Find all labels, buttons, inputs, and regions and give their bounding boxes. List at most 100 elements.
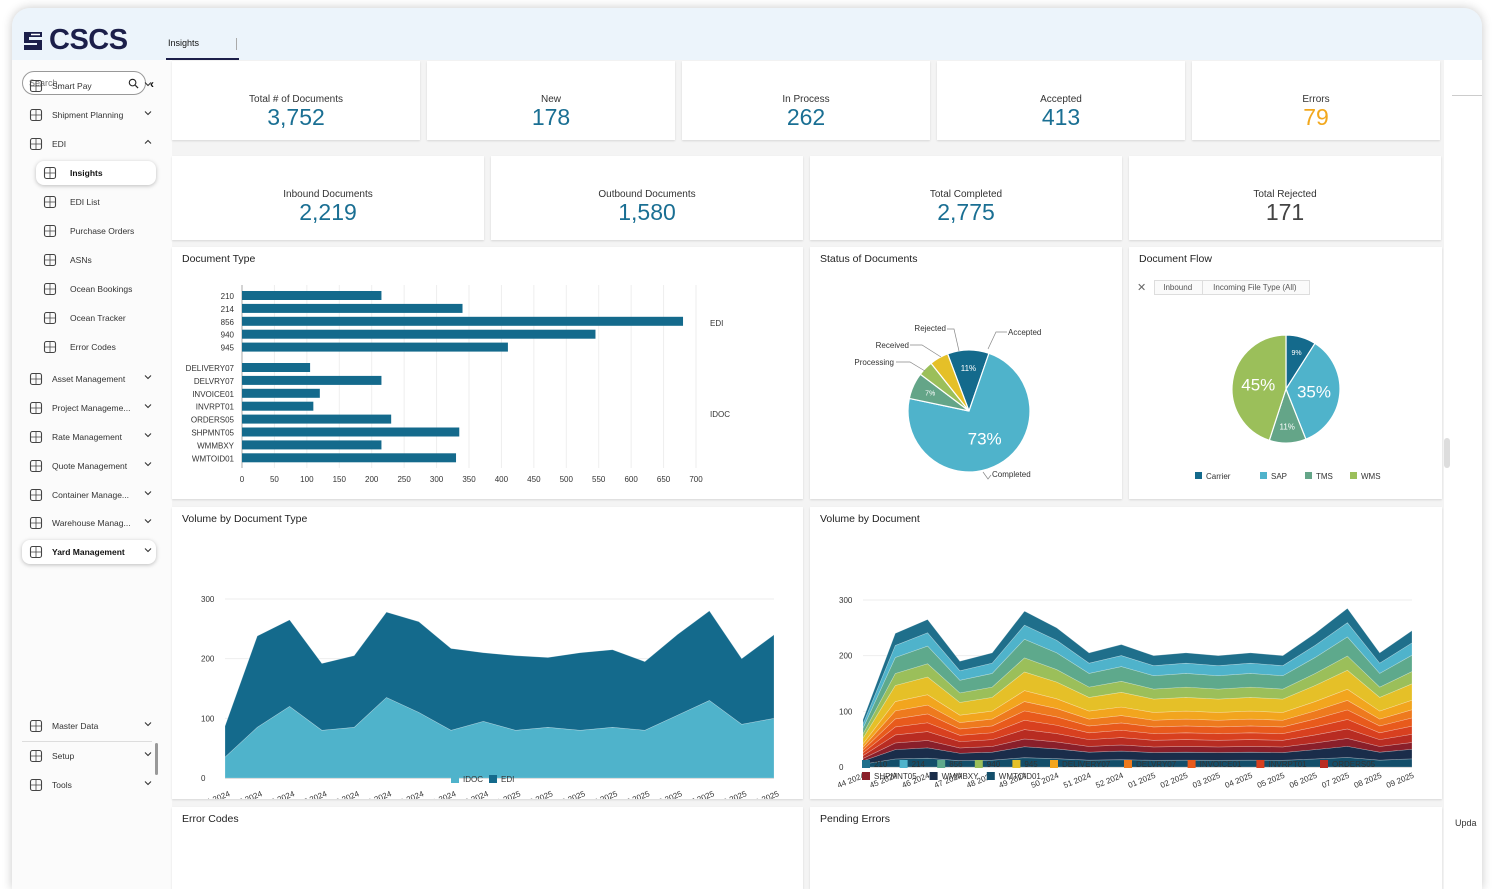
sidebar-item-shipment-planning[interactable]: Shipment Planning	[22, 103, 156, 127]
pie-slice-sap[interactable]	[1285, 342, 1341, 440]
clear-filter-icon[interactable]: ✕	[1137, 282, 1147, 294]
pie-slice-rejected[interactable]	[930, 353, 970, 412]
legend-label[interactable]: INVOICE01	[1200, 760, 1242, 769]
search-box[interactable]	[22, 71, 146, 95]
bar-wmmbxy[interactable]	[242, 440, 382, 450]
sidebar-item-purchase-orders[interactable]: Purchase Orders	[22, 219, 156, 243]
bar-delvry07[interactable]	[242, 375, 382, 385]
chevron-down-icon[interactable]	[144, 779, 152, 789]
kpi-value: 3,752	[267, 104, 325, 130]
chevron-down-icon[interactable]	[144, 80, 152, 90]
area-series-idoc[interactable]	[224, 697, 775, 779]
legend-label[interactable]: DELVRY07	[1136, 760, 1177, 769]
bar-214[interactable]	[242, 303, 463, 313]
sidebar-item-label: Warehouse Manag...	[52, 518, 131, 528]
sidebar-item-edi-list[interactable]: EDI List	[22, 190, 156, 214]
sidebar-item-smart-pay[interactable]: Smart Pay	[22, 74, 156, 98]
sidebar-item-insights[interactable]: Insights	[36, 161, 156, 185]
area-series-210[interactable]	[862, 607, 1413, 725]
chevron-down-icon[interactable]	[144, 750, 152, 760]
sidebar-scrollbar[interactable]	[155, 743, 158, 775]
sidebar-item-quote-management[interactable]: Quote Management	[22, 454, 156, 478]
bar-delivery07[interactable]	[242, 363, 311, 372]
legend-label[interactable]: 856	[949, 760, 963, 769]
legend-label[interactable]: DELIVERY07	[1062, 760, 1111, 769]
x-tick-label: 500	[560, 475, 574, 484]
legend-label[interactable]: WMMBXY	[942, 772, 980, 781]
chevron-down-icon[interactable]	[144, 517, 152, 527]
sidebar-item-yard-management[interactable]: Yard Management	[22, 540, 156, 564]
main-scrollbar[interactable]	[1444, 438, 1450, 468]
bar-210[interactable]	[242, 291, 382, 300]
sidebar-item-warehouse-manag[interactable]: Warehouse Manag...	[22, 511, 156, 535]
sidebar-item-ocean-bookings[interactable]: Ocean Bookings	[22, 277, 156, 301]
kpi-value: 413	[1041, 104, 1081, 130]
chevron-down-icon[interactable]	[144, 460, 152, 470]
sidebar-item-project-manageme[interactable]: Project Manageme...	[22, 396, 156, 420]
kpi-total-completed[interactable]: Total Completed 2,775	[810, 156, 1122, 240]
legend-label[interactable]: EDI	[501, 775, 514, 784]
sidebar-item-error-codes[interactable]: Error Codes	[22, 335, 156, 359]
legend-label[interactable]: Carrier	[1206, 472, 1231, 481]
legend-label[interactable]: SHPMNT05	[874, 772, 917, 781]
right-panel-divider	[1452, 95, 1482, 96]
sidebar-item-edi[interactable]: EDI	[22, 132, 156, 156]
kpi-accepted[interactable]: Accepted 413	[937, 61, 1185, 140]
legend-label[interactable]: 945	[1024, 760, 1038, 769]
sidebar-item-container-manage[interactable]: Container Manage...	[22, 483, 156, 507]
kpi-label: Total Completed	[929, 189, 1003, 200]
legend-label[interactable]: INVRPT01	[1268, 760, 1307, 769]
legend-label[interactable]: WMS	[1361, 472, 1381, 481]
bar-wmtoid01[interactable]	[242, 453, 457, 463]
sidebar-item-master-data[interactable]: Master Data	[22, 714, 156, 738]
legend-label[interactable]: 940	[987, 760, 1001, 769]
bar-invrpt01[interactable]	[242, 401, 314, 411]
bar-invoice01[interactable]	[242, 388, 320, 398]
pie-slice-completed[interactable]	[907, 352, 1031, 473]
legend-label[interactable]: 210	[874, 760, 888, 769]
sidebar-item-tools[interactable]: Tools	[22, 773, 156, 797]
chevron-down-icon[interactable]	[144, 373, 152, 383]
sidebar-item-rate-management[interactable]: Rate Management	[22, 425, 156, 449]
edi-icon	[28, 136, 44, 152]
chevron-down-icon[interactable]	[144, 546, 152, 556]
kpi-total-of-documents[interactable]: Total # of Documents 3,752	[172, 61, 420, 140]
sidebar-item-ocean-tracker[interactable]: Ocean Tracker	[22, 306, 156, 330]
bar-945[interactable]	[242, 342, 508, 352]
bar-940[interactable]	[242, 329, 596, 339]
kpi-in-process[interactable]: In Process 262	[682, 61, 930, 140]
legend-label[interactable]: 214	[912, 760, 926, 769]
sidebar-item-asset-management[interactable]: Asset Management	[22, 367, 156, 391]
chevron-down-icon[interactable]	[144, 720, 152, 730]
collapse-sidebar-button[interactable]: ‹	[150, 77, 154, 91]
area-series-edi[interactable]	[224, 610, 775, 758]
chevron-down-icon[interactable]	[144, 431, 152, 441]
sidebar-item-asns[interactable]: ASNs	[22, 248, 156, 272]
kpi-errors[interactable]: Errors 79	[1192, 61, 1440, 140]
bar-shpmnt05[interactable]	[242, 427, 460, 437]
chevron-up-icon[interactable]	[144, 138, 152, 148]
update-label[interactable]: Upda	[1455, 818, 1477, 828]
kpi-new[interactable]: New 178	[427, 61, 675, 140]
legend-label[interactable]: ORDERS05	[1332, 760, 1376, 769]
legend-label[interactable]: WMTOID01	[999, 772, 1042, 781]
tab-divider	[236, 38, 237, 50]
chevron-down-icon[interactable]	[144, 402, 152, 412]
search-input[interactable]	[29, 78, 124, 88]
tab-insights[interactable]: Insights	[168, 38, 200, 48]
legend-label[interactable]: SAP	[1271, 472, 1287, 481]
bar-856[interactable]	[242, 316, 684, 326]
sidebar-item-setup[interactable]: Setup	[22, 744, 156, 768]
bar-orders05[interactable]	[242, 414, 392, 424]
chevron-down-icon[interactable]	[144, 489, 152, 499]
kpi-outbound-documents[interactable]: Outbound Documents 1,580	[491, 156, 803, 240]
kpi-total-rejected[interactable]: Total Rejected 171	[1129, 156, 1441, 240]
kpi-inbound-documents[interactable]: Inbound Documents 2,219	[172, 156, 484, 240]
search-icon[interactable]	[128, 78, 139, 89]
chevron-down-icon[interactable]	[144, 109, 152, 119]
filter-step-inbound[interactable]: Inbound	[1154, 280, 1204, 295]
filter-step-file-type[interactable]: Incoming File Type (All)	[1203, 280, 1310, 295]
pie-slice-wms[interactable]	[1231, 334, 1287, 442]
legend-label[interactable]: IDOC	[463, 775, 483, 784]
legend-label[interactable]: TMS	[1316, 472, 1333, 481]
